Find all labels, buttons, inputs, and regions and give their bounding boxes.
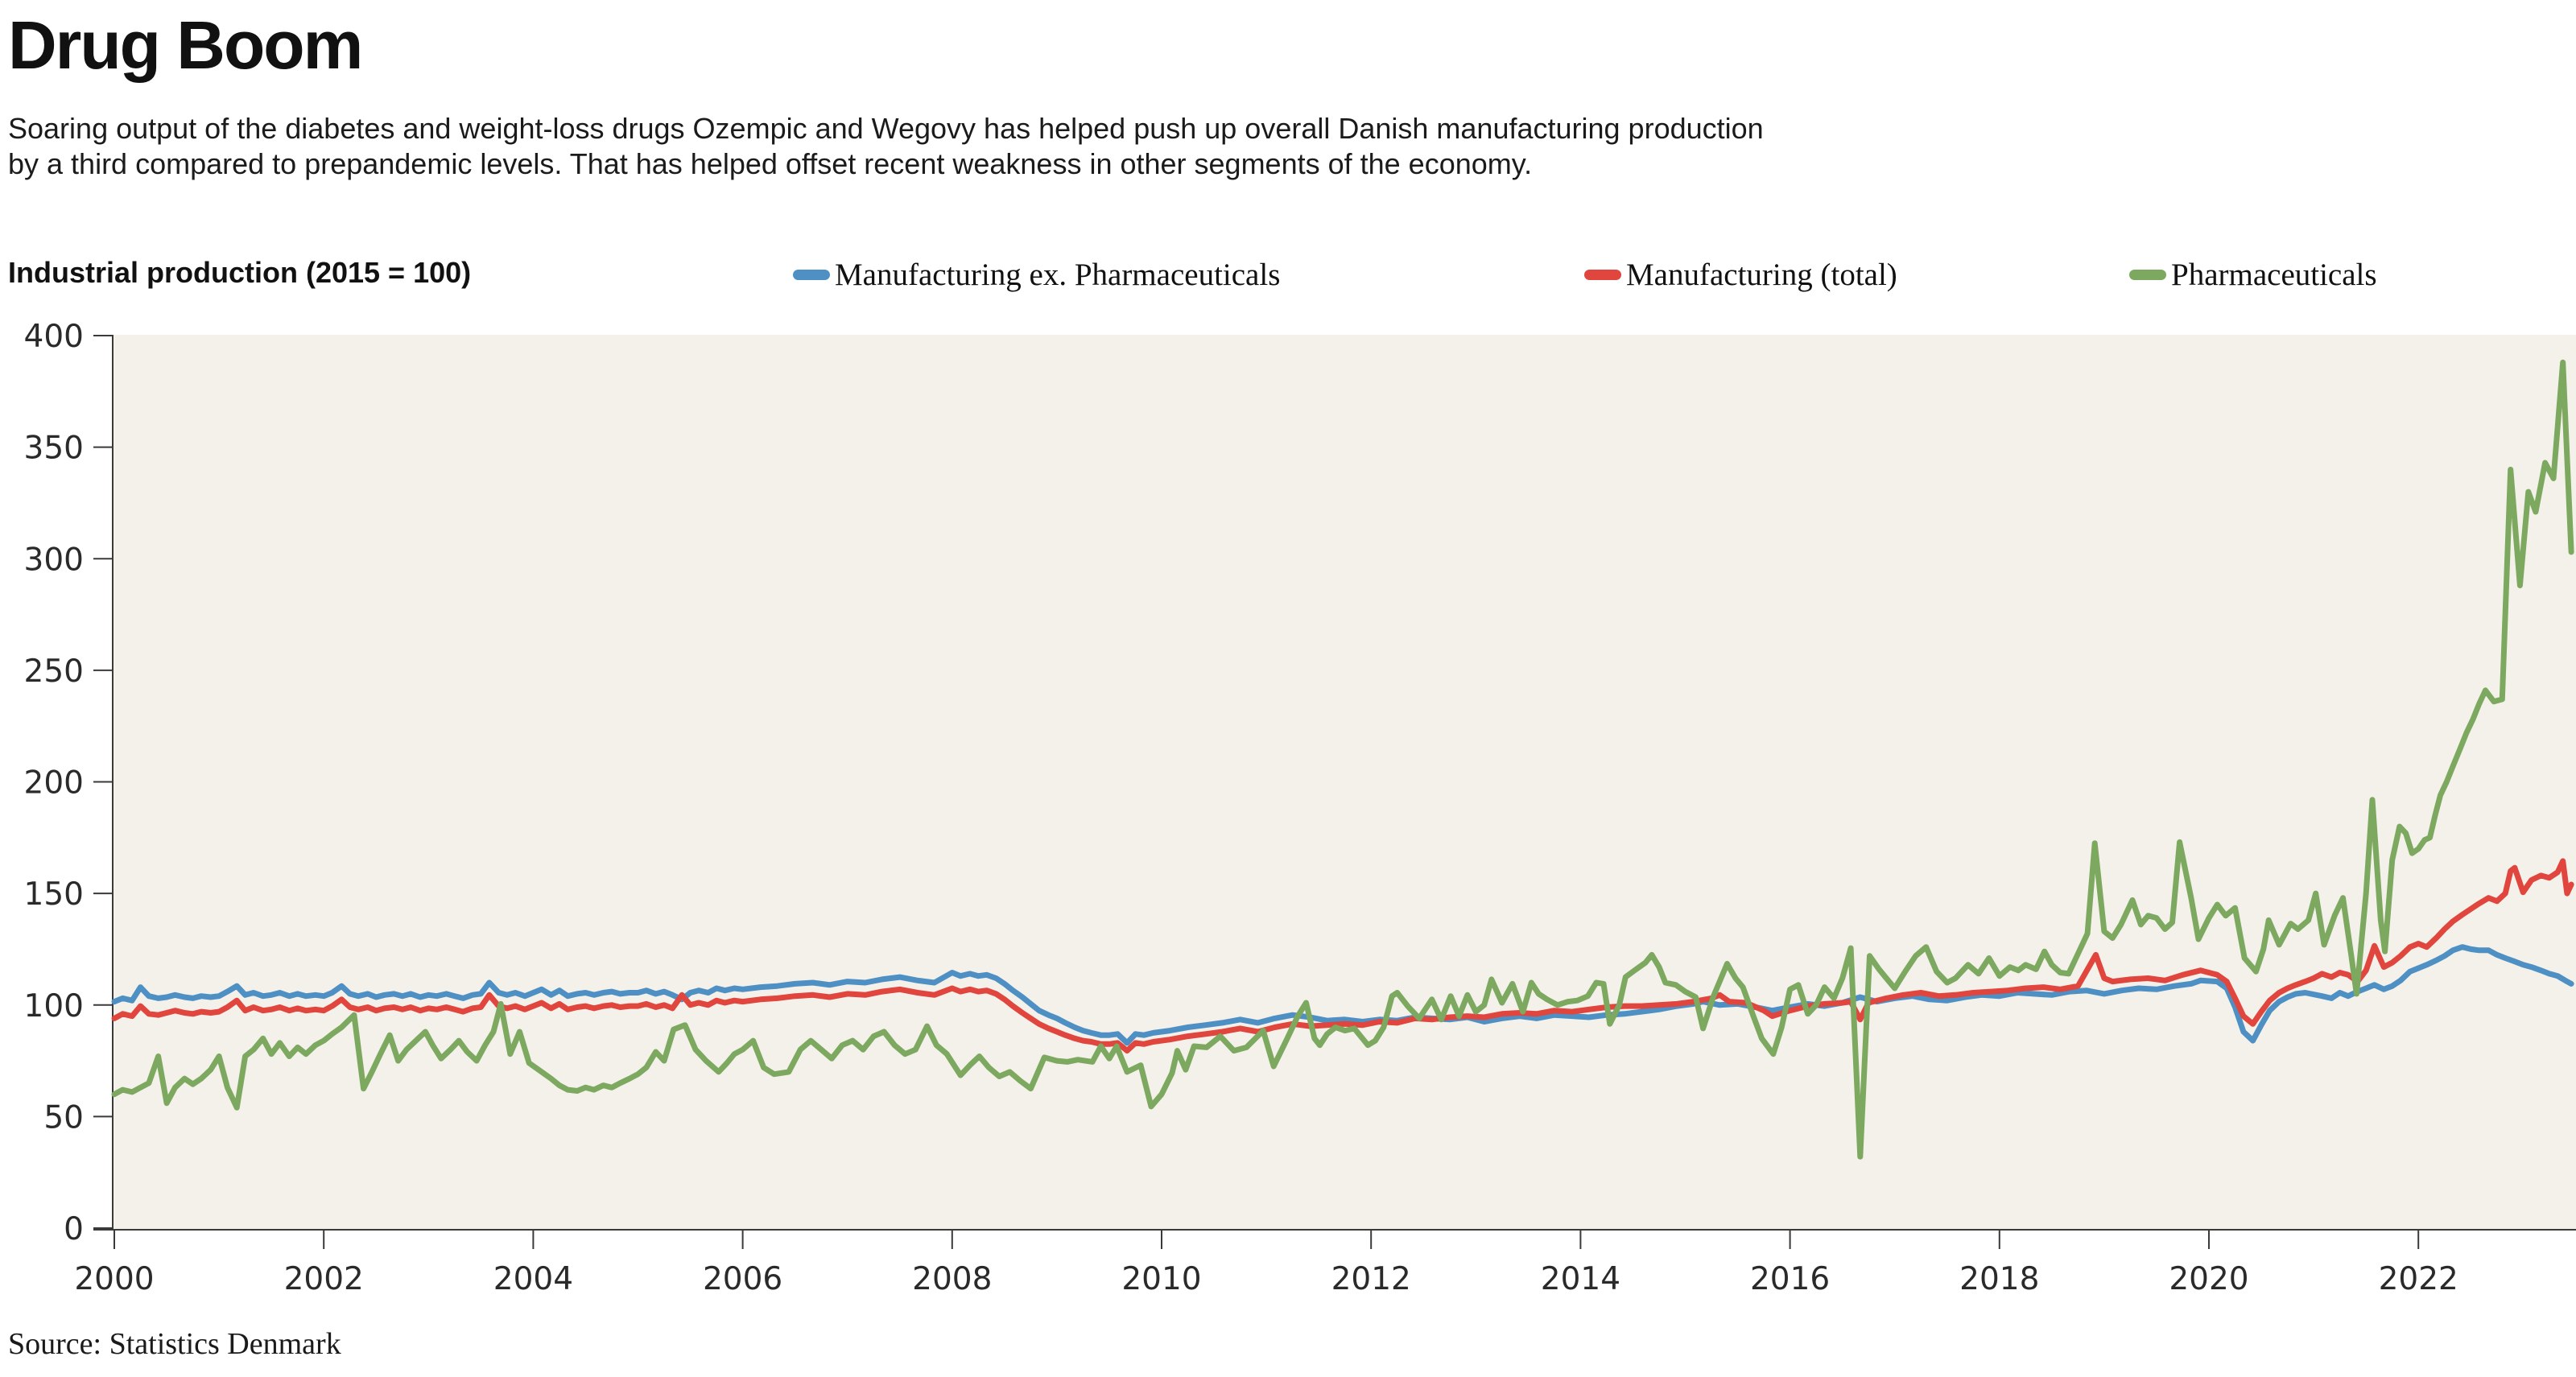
source-note: Source: Statistics Denmark bbox=[8, 1327, 341, 1361]
legend-swatch-green bbox=[2129, 269, 2166, 280]
legend-swatch-red bbox=[1584, 269, 1621, 280]
x-tick-label: 2008 bbox=[912, 1261, 992, 1297]
y-tick-label: 350 bbox=[24, 431, 84, 467]
axis-title: Industrial production (2015 = 100) bbox=[8, 256, 472, 289]
legend-label: Manufacturing (total) bbox=[1626, 257, 1897, 292]
legend-item-manufacturing-ex-pharma: Manufacturing ex. Pharmaceuticals bbox=[793, 256, 1280, 293]
x-tick-label: 2020 bbox=[2169, 1261, 2248, 1297]
legend-label: Manufacturing ex. Pharmaceuticals bbox=[835, 257, 1281, 292]
legend-swatch-blue bbox=[793, 269, 830, 280]
y-tick-label: 250 bbox=[24, 653, 84, 690]
y-tick-label: 200 bbox=[24, 765, 84, 802]
y-tick-label: 150 bbox=[24, 876, 84, 913]
legend-item-manufacturing-total: Manufacturing (total) bbox=[1584, 256, 1897, 293]
legend-label: Pharmaceuticals bbox=[2171, 257, 2377, 292]
x-tick-label: 2014 bbox=[1541, 1261, 1620, 1297]
x-tick-label: 2002 bbox=[284, 1261, 364, 1297]
legend-item-pharmaceuticals: Pharmaceuticals bbox=[2129, 256, 2377, 293]
y-tick-label: 400 bbox=[24, 319, 84, 355]
plot-background bbox=[113, 335, 2576, 1230]
x-tick-label: 2010 bbox=[1121, 1261, 1201, 1297]
y-tick-label: 50 bbox=[43, 1099, 84, 1136]
chart-subtitle: Soaring output of the diabetes and weigh… bbox=[8, 111, 2568, 182]
x-tick-label: 2012 bbox=[1331, 1261, 1411, 1297]
x-tick-label: 2018 bbox=[1959, 1261, 2039, 1297]
x-tick-label: 2016 bbox=[1750, 1261, 1830, 1297]
y-tick-label: 100 bbox=[24, 988, 84, 1025]
page-title: Drug Boom bbox=[8, 7, 363, 83]
y-tick-label: 0 bbox=[64, 1211, 84, 1247]
subtitle-line-1: Soaring output of the diabetes and weigh… bbox=[8, 112, 1764, 145]
series-line-pharmaceuticals bbox=[111, 359, 2574, 1160]
subtitle-line-2: by a third compared to prepandemic level… bbox=[8, 146, 1533, 180]
x-tick-label: 2022 bbox=[2379, 1261, 2458, 1297]
x-tick-label: 2006 bbox=[703, 1261, 782, 1297]
series-line-manufacturing-ex-pharmaceuticals bbox=[111, 944, 2574, 1046]
series-line-manufacturing-total bbox=[111, 858, 2574, 1054]
y-tick-label: 300 bbox=[24, 542, 84, 578]
x-tick-label: 2004 bbox=[493, 1261, 573, 1297]
x-tick-label: 2000 bbox=[74, 1261, 154, 1297]
